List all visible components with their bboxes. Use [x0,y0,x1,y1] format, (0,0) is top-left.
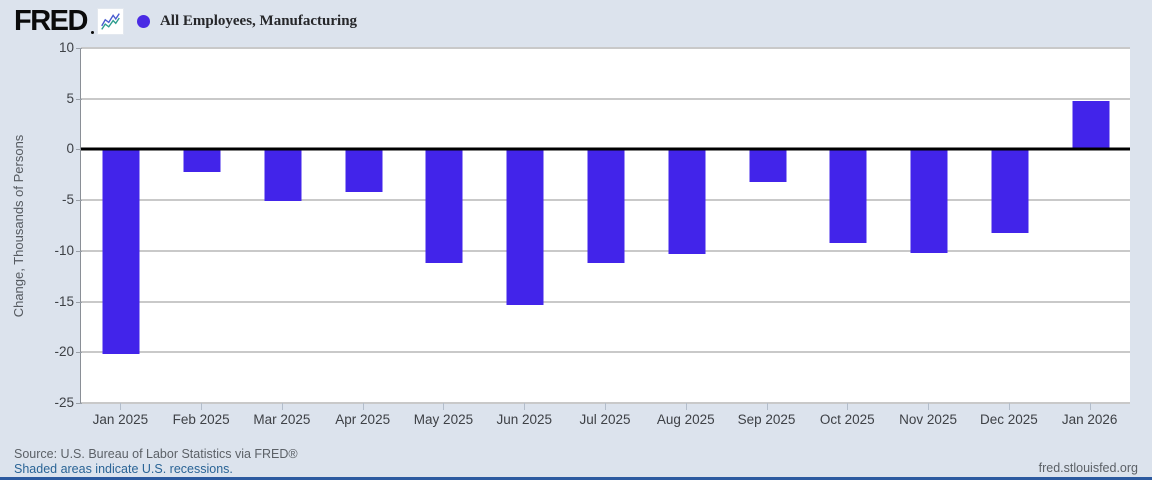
y-tick-mark [76,98,82,100]
x-axis: Jan 2025 Feb 2025 Mar 2025 Apr 2025 May 2025… [80,403,1130,435]
bar-may-2025[interactable] [425,149,463,264]
footer: Source: U.S. Bureau of Labor Statistics … [14,447,1138,476]
x-tick-mark [281,403,283,410]
bar-jul-2025[interactable] [587,149,625,264]
x-tick-label: Aug 2025 [656,412,715,427]
plot-area[interactable] [80,47,1130,404]
sparkline-chart-icon[interactable] [97,8,123,34]
gridline [81,47,1130,49]
y-tick-label: -15 [54,293,74,309]
y-tick-mark [76,352,82,354]
bar-mar-2025[interactable] [264,149,302,202]
x-tick-mark [443,403,445,410]
x-tick-mark [362,403,364,410]
bar-nov-2025[interactable] [910,149,948,253]
zero-line [81,147,1130,151]
x-tick-label: Jul 2025 [579,412,631,427]
x-tick-mark [1008,403,1010,410]
x-tick-label: May 2025 [413,412,474,427]
source-note: Source: U.S. Bureau of Labor Statistics … [14,447,298,461]
y-tick-mark [76,403,82,404]
x-tick-label: Oct 2025 [819,412,875,427]
bar-sep-2025[interactable] [749,149,787,182]
x-tick-mark [201,403,203,410]
y-tick-mark [76,48,82,49]
x-tick-mark [928,403,930,410]
bar-jun-2025[interactable] [506,149,544,305]
fred-logo[interactable]: FRED [14,4,88,37]
y-tick-label: 5 [66,90,74,106]
y-tick-label: -25 [54,395,74,410]
x-tick-label: Dec 2025 [979,412,1038,427]
y-tick-mark [76,149,82,151]
x-tick-mark [1089,403,1091,410]
y-tick-label: -20 [54,344,74,360]
legend: All Employees, Manufacturing [136,12,358,30]
x-tick-mark [685,403,687,410]
fred-logo-reg-mark [90,7,95,36]
bar-jan-2026[interactable] [1072,100,1110,150]
x-tick-label: Nov 2025 [899,412,957,427]
y-tick-mark [76,200,82,202]
x-tick-label: Feb 2025 [172,412,230,427]
bar-aug-2025[interactable] [668,149,706,254]
y-tick-mark [76,250,82,252]
y-tick-mark [76,301,82,303]
bar-dec-2025[interactable] [991,149,1029,233]
y-tick-label: 10 [58,40,74,55]
x-tick-label: Apr 2025 [335,412,391,427]
bar-apr-2025[interactable] [345,149,383,193]
y-tick-label: -10 [54,242,74,258]
header: FRED All Employees, Manufacturing [0,0,1152,42]
y-tick-label: -5 [61,192,74,208]
site-url[interactable]: fred.stlouisfed.org [1038,461,1138,475]
x-tick-mark [766,403,768,410]
x-tick-label: Jan 2025 [92,412,149,427]
series-legend-label[interactable]: All Employees, Manufacturing [159,12,358,29]
bar-oct-2025[interactable] [829,149,867,243]
x-tick-label: Sep 2025 [737,412,796,427]
x-tick-mark [847,403,849,410]
y-tick-label: 0 [66,141,74,157]
recession-note-link[interactable]: Shaded areas indicate U.S. recessions. [14,462,233,476]
gridline [81,300,1130,303]
x-tick-label: Mar 2025 [253,412,311,427]
x-tick-mark [524,403,526,410]
x-tick-mark [605,403,606,410]
bar-jan-2025[interactable] [102,149,140,355]
bar-feb-2025[interactable] [183,149,221,172]
series-marker-icon [136,14,150,28]
gridline [81,351,1130,354]
x-tick-mark [120,403,122,410]
x-tick-label: Jun 2025 [496,412,552,427]
x-tick-label: Jan 2026 [1061,412,1118,427]
gridline [81,97,1130,100]
